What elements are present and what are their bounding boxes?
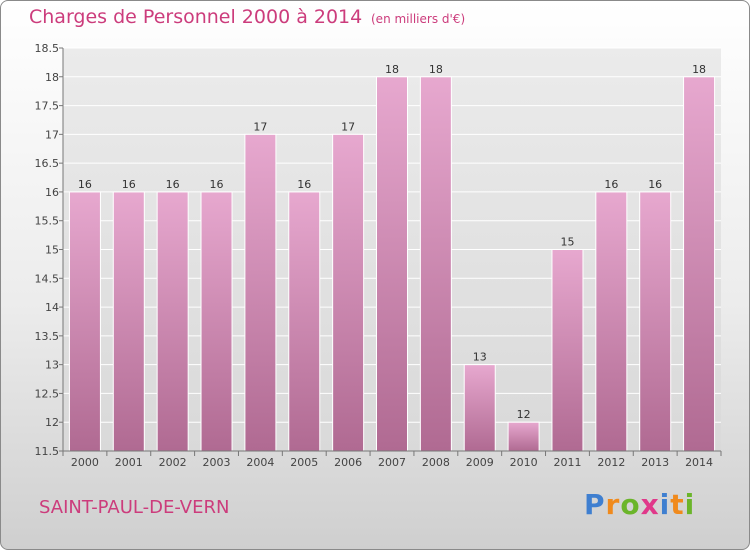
y-tick-label: 15 (45, 244, 59, 257)
bar-2011 (551, 249, 584, 452)
location-name: SAINT-PAUL-DE-VERN (39, 497, 230, 518)
y-tick-label: 13 (45, 359, 59, 372)
y-tick-label: 14.5 (35, 272, 60, 285)
y-tick-label: 15.5 (35, 215, 60, 228)
y-tick-label: 17 (45, 128, 59, 141)
x-tick-label: 2014 (685, 456, 713, 469)
x-tick-label: 2008 (422, 456, 450, 469)
bar-2009 (463, 364, 496, 452)
x-tick-label: 2005 (290, 456, 318, 469)
bar-2005 (288, 191, 321, 452)
bar-2004 (244, 133, 277, 452)
y-tick-label: 11.5 (35, 445, 60, 458)
chart-subtitle: (en milliers d'€) (371, 12, 466, 26)
bar-2010 (507, 421, 540, 452)
y-tick-label: 18 (45, 71, 59, 84)
data-label-2006: 17 (341, 120, 355, 133)
data-label-2001: 16 (122, 178, 136, 191)
data-label-2004: 17 (253, 120, 267, 133)
data-label-2012: 16 (604, 178, 618, 191)
data-label-2009: 13 (473, 351, 487, 364)
x-tick-label: 2001 (115, 456, 143, 469)
x-tick-label: 2013 (641, 456, 669, 469)
x-tick-label: 2011 (553, 456, 581, 469)
x-tick-label: 2012 (597, 456, 625, 469)
chart-title: Charges de Personnel 2000 à 2014 (29, 6, 363, 28)
data-label-2008: 18 (429, 63, 443, 76)
data-label-2002: 16 (166, 178, 180, 191)
data-label-2011: 15 (560, 236, 574, 249)
y-tick-label: 16.5 (35, 157, 60, 170)
data-label-2003: 16 (210, 178, 224, 191)
y-tick-label: 16 (45, 186, 59, 199)
bar-2007 (376, 76, 408, 452)
y-tick-label: 18.5 (35, 42, 60, 55)
bar-2002 (156, 191, 189, 452)
y-tick-label: 12 (45, 416, 59, 429)
data-label-2000: 16 (78, 178, 92, 191)
y-tick-label: 12.5 (35, 387, 60, 400)
bar-2013 (639, 191, 672, 452)
bar-2014 (683, 76, 716, 452)
bar-2012 (595, 191, 628, 452)
bar-2000 (68, 191, 101, 452)
x-tick-label: 2006 (334, 456, 362, 469)
y-tick-label: 13.5 (35, 330, 60, 343)
x-tick-label: 2002 (159, 456, 187, 469)
y-tick-label: 14 (45, 301, 59, 314)
data-label-2007: 18 (385, 63, 399, 76)
data-label-2014: 18 (692, 63, 706, 76)
x-tick-label: 2010 (510, 456, 538, 469)
x-tick-label: 2007 (378, 456, 406, 469)
x-tick-label: 2003 (203, 456, 231, 469)
x-tick-label: 2009 (466, 456, 494, 469)
y-tick-label: 17.5 (35, 100, 60, 113)
data-label-2005: 16 (297, 178, 311, 191)
x-tick-label: 2004 (246, 456, 274, 469)
bar-2008 (419, 76, 452, 452)
x-tick-label: 2000 (71, 456, 99, 469)
data-label-2013: 16 (648, 178, 662, 191)
bar-2001 (112, 191, 145, 452)
proxiti-logo: Proxiti (584, 488, 696, 521)
bar-2003 (200, 191, 233, 452)
data-label-2010: 12 (517, 408, 531, 421)
bar-2006 (332, 133, 365, 452)
